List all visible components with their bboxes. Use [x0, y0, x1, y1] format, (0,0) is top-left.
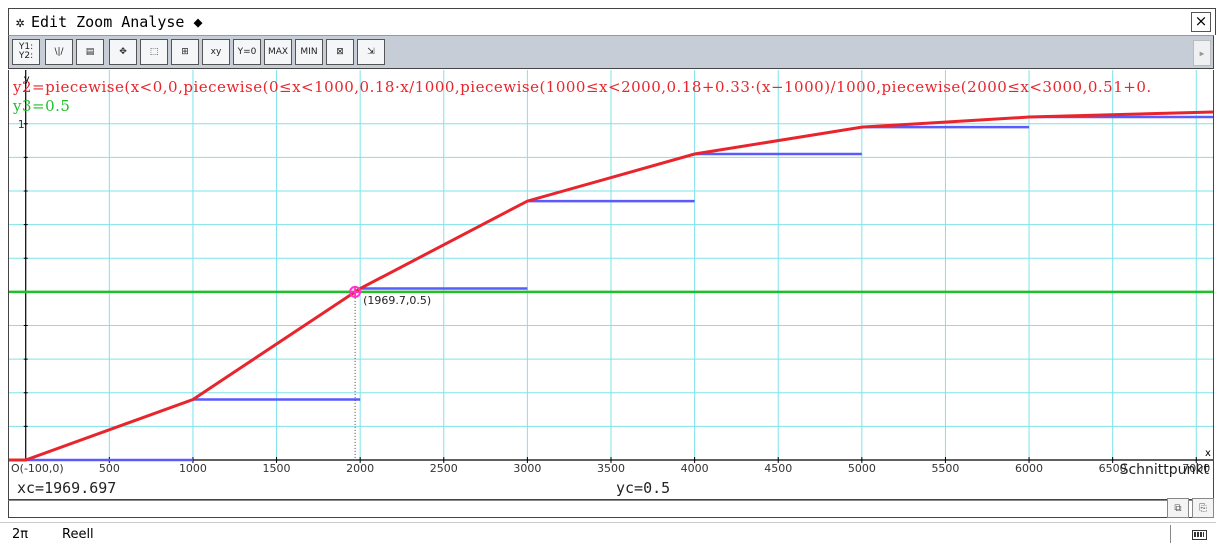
x-tick-label: 1000	[179, 462, 207, 475]
zoom-box-button[interactable]: ⬚	[140, 39, 168, 65]
y-tick-label: 1	[18, 118, 25, 131]
graph-area[interactable]: 500 1000 1500 2000 2500 3000 3500 4000 4500 5000 5…	[8, 70, 1214, 500]
paste-icon[interactable]: ⎘	[1192, 498, 1214, 518]
x-tick-label: 500	[99, 462, 120, 475]
x-tick-label: 2500	[430, 462, 458, 475]
intersection-label: (1969.7,0.5)	[363, 294, 431, 307]
x-tick-label: 3000	[513, 462, 541, 475]
angle-mode[interactable]: 2π	[12, 527, 29, 542]
x-tick-label: 4000	[681, 462, 709, 475]
x-tick-label: 1500	[263, 462, 291, 475]
zoom-in-out-button[interactable]: ⊞	[171, 39, 199, 65]
battery-icon	[1192, 530, 1207, 540]
menu-zoom[interactable]: Zoom	[76, 13, 113, 31]
xc-readout: xc=1969.697	[17, 479, 117, 497]
x-tick-label: 5000	[848, 462, 876, 475]
y-axis-label: y	[24, 74, 30, 85]
x-tick-label: 6000	[1015, 462, 1043, 475]
menu-diamond[interactable]: ◆	[193, 13, 203, 31]
graph-canvas[interactable]: 500 1000 1500 2000 2500 3000 3500 4000 4500 5000 5…	[9, 70, 1213, 500]
pan-button[interactable]: ✥	[109, 39, 137, 65]
analysis-mode-label: Schnittpunkt	[1119, 462, 1209, 478]
toolbar: Y1: Y2: \|/▤ ✥ ⬚ ⊞ xy Y=0 MAX MIN ⊠ ⇲ ▶	[8, 35, 1214, 69]
x-tick-label: 7000	[1182, 462, 1210, 475]
status-divider	[1170, 525, 1171, 543]
x-tick-label: 5500	[931, 462, 959, 475]
menu-analyse[interactable]: Analyse	[121, 13, 185, 31]
number-mode[interactable]: Reell	[62, 527, 94, 542]
x-axis-label: x	[1205, 448, 1211, 459]
close-icon[interactable]: ×	[1191, 12, 1211, 32]
copy-paste-group: ⧉ ⎘	[1164, 498, 1214, 518]
x-tick-label: 4500	[764, 462, 792, 475]
x-tick-label: 2000	[346, 462, 374, 475]
min-button[interactable]: MIN	[295, 39, 323, 65]
toolbar-scroll-right[interactable]: ▶	[1193, 40, 1211, 66]
x-tick-label: 3500	[597, 462, 625, 475]
yc-readout: yc=0.5	[616, 479, 671, 497]
draw-graph-button[interactable]: \|/	[45, 39, 73, 65]
equation-y3: y3=0.5	[13, 97, 71, 115]
copy-icon[interactable]: ⧉	[1167, 498, 1189, 518]
equation-y2: y2=piecewise(x<0,0,piecewise(0≤x<1000,0.…	[13, 78, 1152, 96]
series-y2-line	[9, 110, 1213, 462]
origin-label: O(-100,0)	[11, 462, 64, 475]
table-button[interactable]: ▤	[76, 39, 104, 65]
gear-icon[interactable]: ✲	[15, 13, 25, 31]
entry-line[interactable]	[8, 500, 1214, 518]
graph-editor-button[interactable]: Y1: Y2:	[12, 39, 40, 65]
zoom-auto-button[interactable]: ⊠	[326, 39, 354, 65]
root-button[interactable]: Y=0	[233, 39, 261, 65]
status-bar: 2π Reell	[0, 522, 1216, 546]
menu-edit[interactable]: Edit	[31, 13, 68, 31]
zoom-fit-button[interactable]: ⇲	[357, 39, 385, 65]
menu-bar: ✲ Edit Zoom Analyse ◆ ×	[8, 8, 1216, 35]
trace-button[interactable]: xy	[202, 39, 230, 65]
max-button[interactable]: MAX	[264, 39, 292, 65]
x-tick-label: 6500	[1099, 462, 1127, 475]
